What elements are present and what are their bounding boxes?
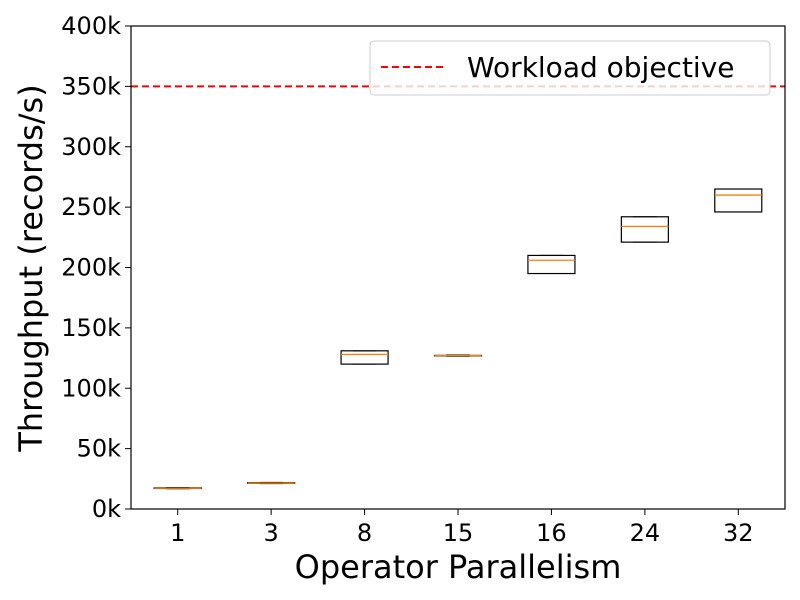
box-body xyxy=(527,254,576,275)
y-axis: 0k 50k 100k 150k 200k 250k 300k 350k 400k xyxy=(61,12,131,523)
x-tick-label: 32 xyxy=(723,519,754,547)
y-tick-label: 50k xyxy=(77,435,122,463)
x-tick-label: 8 xyxy=(357,519,372,547)
legend-frame xyxy=(369,40,771,96)
box-3 xyxy=(247,481,296,485)
legend-label-workload-objective: Workload objective xyxy=(467,51,735,84)
x-axis-title: Operator Parallelism xyxy=(295,548,622,586)
box-1 xyxy=(153,487,202,490)
y-tick-label: 0k xyxy=(92,495,121,523)
box-16 xyxy=(527,254,576,275)
y-tick-label: 350k xyxy=(61,72,121,100)
x-tick-label: 1 xyxy=(170,519,185,547)
plot-area xyxy=(130,25,786,510)
x-tick-label: 15 xyxy=(443,519,474,547)
y-axis-title: Throughput (records/s) xyxy=(12,84,50,452)
x-tick-label: 24 xyxy=(630,519,661,547)
y-tick-label: 150k xyxy=(61,314,121,342)
box-body xyxy=(620,216,669,243)
box-24 xyxy=(620,216,669,243)
box-32 xyxy=(714,188,763,213)
x-axis: 1 3 8 15 16 24 32 xyxy=(170,509,754,547)
box-body xyxy=(340,350,389,365)
y-tick-label: 200k xyxy=(61,254,121,282)
box-15 xyxy=(433,354,483,357)
box-body xyxy=(714,188,763,213)
y-tick-label: 250k xyxy=(61,193,121,221)
box-8 xyxy=(340,350,389,365)
y-tick-label: 100k xyxy=(61,374,121,402)
x-tick-label: 3 xyxy=(264,519,279,547)
y-tick-label: 400k xyxy=(61,12,121,40)
plot-frame xyxy=(130,25,786,510)
y-tick-label: 300k xyxy=(61,133,121,161)
x-tick-label: 16 xyxy=(536,519,567,547)
legend: Workload objective xyxy=(369,40,771,96)
